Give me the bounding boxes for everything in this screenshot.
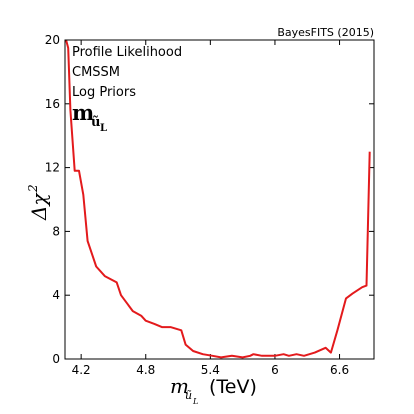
svg-text:2: 2 — [26, 184, 40, 193]
annotation-priors: Log Priors — [72, 85, 136, 100]
particle-label: m ũ L — [72, 100, 107, 134]
series-line — [65, 39, 371, 359]
svg-text:L: L — [192, 397, 198, 406]
x-tick-label: 5.4 — [201, 363, 220, 377]
svg-text:L: L — [100, 123, 107, 134]
y-tick-label: 4 — [52, 288, 60, 302]
x-tick-label: 6.6 — [330, 363, 349, 377]
x-tick-label: 6 — [271, 363, 279, 377]
y-tick-label: 16 — [45, 97, 60, 111]
x-axis-title: m ũ L (TeV) — [170, 374, 257, 406]
annotation-model: CMSSM — [72, 65, 120, 80]
plot-frame — [64, 39, 375, 360]
y-axis-title: Δχ 2 — [26, 184, 51, 221]
y-tick-label: 8 — [52, 224, 60, 238]
y-tick-label: 20 — [45, 33, 60, 47]
y-tick-label: 12 — [45, 161, 60, 175]
svg-text:m: m — [170, 374, 189, 398]
x-tick-label: 4.8 — [136, 363, 155, 377]
y-tick-label: 0 — [52, 352, 60, 366]
svg-text:(TeV): (TeV) — [209, 376, 257, 398]
svg-text:m: m — [72, 100, 94, 125]
svg-text:Δχ: Δχ — [27, 192, 51, 221]
credit-label: BayesFITS (2015) — [277, 26, 374, 39]
svg-text:ũ: ũ — [185, 389, 192, 402]
annotation-profile-likelihood: Profile Likelihood — [72, 45, 182, 60]
svg-text:ũ: ũ — [91, 115, 100, 130]
x-tick-label: 4.2 — [72, 363, 91, 377]
